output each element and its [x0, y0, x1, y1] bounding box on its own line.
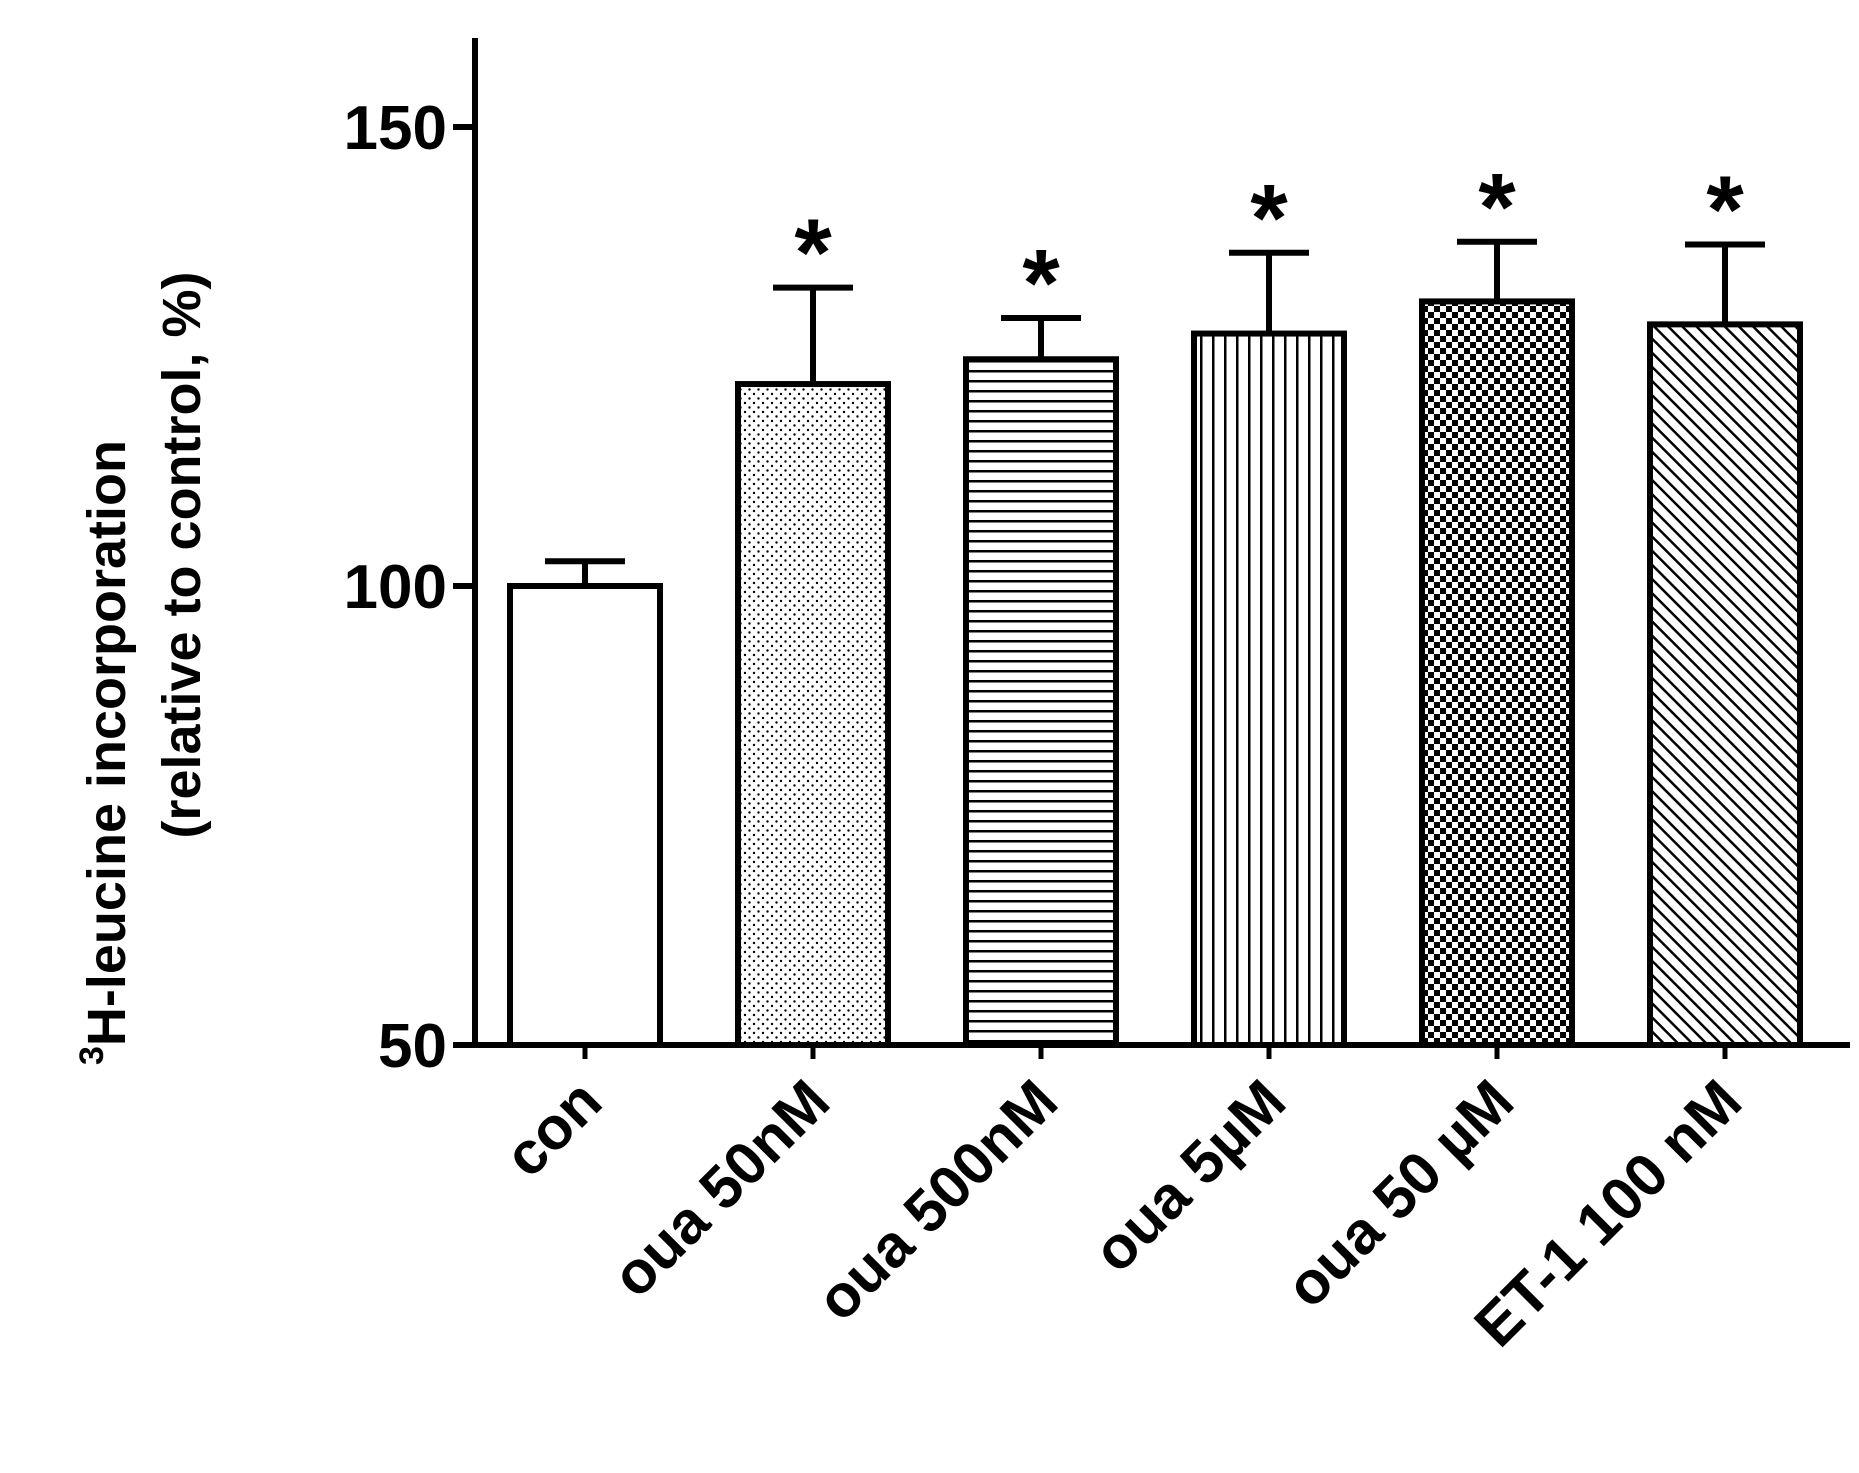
- significance-star-5: *: [1706, 157, 1744, 264]
- y-axis-label-line2: (relative to control, %): [152, 271, 212, 838]
- axes: [472, 38, 1850, 1048]
- svg-text:3H-leucine incorporation: 3H-leucine incorporation: [73, 440, 137, 1065]
- y-axis-label-superscript: 3: [73, 1046, 111, 1065]
- bar-4: [1419, 298, 1575, 1049]
- y-tick-label-0: 50: [378, 1012, 447, 1081]
- significance-star-1: *: [794, 200, 832, 307]
- y-axis-label-line1: H-leucine incorporation: [77, 440, 137, 1046]
- y-axis-label: 3H-leucine incorporation (relative to co…: [73, 271, 212, 1065]
- bar-0: [507, 583, 663, 1048]
- y-tick-label-1: 100: [344, 553, 447, 622]
- significance-markers: * * * * *: [794, 154, 1744, 337]
- significance-star-4: *: [1478, 154, 1516, 261]
- x-tick-label-1: oua 50nM: [599, 1067, 842, 1310]
- x-tick-label-3: oua 5µM: [1080, 1067, 1298, 1285]
- error-bars: [545, 238, 1765, 586]
- y-tick-label-2: 150: [344, 94, 447, 163]
- bar-1: [735, 381, 891, 1049]
- bar-3: [1191, 330, 1347, 1048]
- bar-5: [1647, 321, 1803, 1048]
- significance-star-2: *: [1022, 230, 1060, 337]
- x-tick-label-2: oua 500nM: [804, 1067, 1071, 1334]
- bar-2: [963, 356, 1119, 1048]
- x-tick-label-0: con: [491, 1067, 614, 1190]
- y-axis-ticks: 50 100 150: [344, 94, 475, 1081]
- x-tick-label-4: oua 50 µM: [1273, 1067, 1526, 1320]
- bars: [507, 298, 1803, 1049]
- significance-star-3: *: [1250, 165, 1288, 272]
